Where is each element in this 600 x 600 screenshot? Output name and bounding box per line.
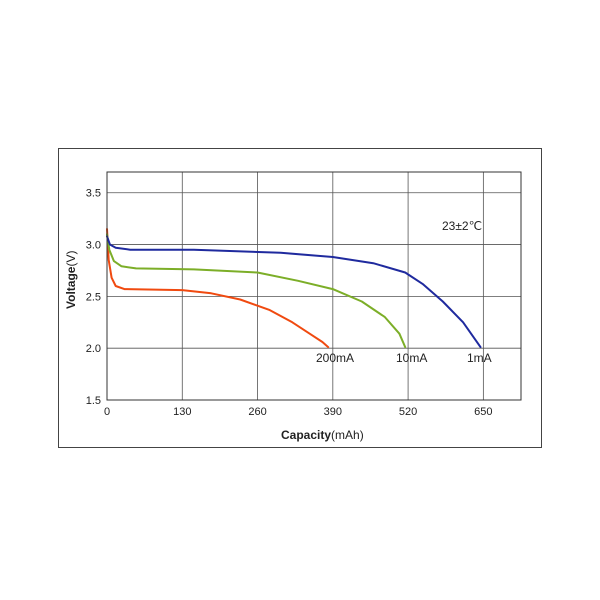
y-tick-label: 2.5 — [86, 291, 101, 303]
tick-labels: 0 130 260 390 520 650 1.5 2.0 2.5 3.0 3.5 — [86, 188, 493, 418]
series-line-10ma — [106, 233, 407, 349]
x-tick-label: 520 — [399, 406, 417, 418]
x-axis-title-text: Capacity — [281, 428, 331, 442]
y-tick-label: 2.0 — [86, 343, 101, 355]
y-tick-label: 3.0 — [86, 240, 101, 252]
series-label-200ma: 200mA — [316, 351, 354, 365]
grid — [107, 172, 521, 400]
x-tick-label: 260 — [248, 406, 266, 418]
x-tick-label: 390 — [324, 406, 342, 418]
plot-area-border — [106, 171, 522, 401]
chart-frame: 0 130 260 390 520 650 1.5 2.0 2.5 3.0 3.5 23±2℃ 20… — [58, 148, 542, 448]
temperature-annotation: 23±2℃ — [442, 219, 482, 233]
y-axis-title-text: Voltage — [64, 266, 78, 309]
y-axis-unit: (V) — [64, 251, 78, 267]
x-tick-label: 130 — [173, 406, 191, 418]
y-tick-label: 3.5 — [86, 188, 101, 200]
x-tick-label: 650 — [474, 406, 492, 418]
series-line-1ma — [106, 235, 482, 349]
series-lines — [106, 228, 482, 349]
y-axis-title: Voltage(V) — [64, 251, 78, 309]
series-line-200ma — [106, 228, 330, 349]
discharge-chart: 0 130 260 390 520 650 1.5 2.0 2.5 3.0 3.5 23±2℃ 20… — [64, 171, 522, 442]
x-tick-label: 0 — [104, 406, 110, 418]
series-label-10ma: 10mA — [396, 351, 427, 365]
x-axis-title: Capacity(mAh) — [281, 428, 364, 442]
y-tick-label: 1.5 — [86, 395, 101, 407]
x-axis-unit: (mAh) — [331, 428, 364, 442]
series-label-1ma: 1mA — [467, 351, 492, 365]
